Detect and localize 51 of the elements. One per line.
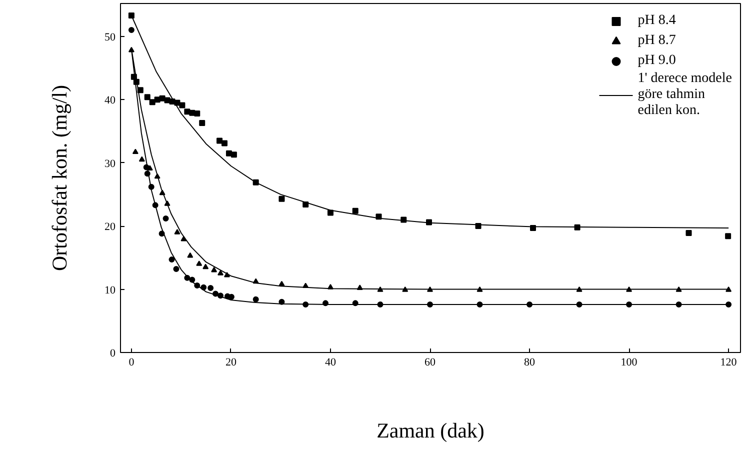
point — [726, 286, 732, 292]
point — [725, 233, 732, 240]
y-tick-label: 30 — [104, 158, 116, 170]
point — [162, 215, 169, 222]
point — [132, 148, 138, 154]
legend-label: pH 8.7 — [638, 32, 676, 50]
x-tick-label: 40 — [324, 356, 336, 368]
point — [208, 285, 214, 292]
point — [252, 296, 259, 302]
x-tick-label: 20 — [225, 356, 237, 368]
point — [278, 196, 285, 202]
legend-label: pH 8.4 — [638, 12, 676, 30]
point — [149, 99, 156, 106]
point — [173, 266, 180, 272]
point — [686, 230, 692, 236]
x-tick-label: 60 — [424, 356, 436, 368]
x-axis-title: Zaman (dak) — [376, 418, 484, 442]
point — [138, 156, 145, 162]
y-tick-label: 0 — [110, 348, 116, 360]
point — [159, 95, 166, 102]
point — [187, 252, 194, 258]
y-tick-label: 20 — [104, 221, 116, 234]
y-axis-title: Ortofosfat kon. (mg/l) — [48, 84, 72, 272]
point — [218, 270, 224, 276]
point — [352, 208, 358, 214]
point — [196, 260, 202, 266]
point — [128, 27, 134, 34]
point — [144, 94, 150, 100]
point — [211, 266, 218, 272]
x-tick-label: 0 — [128, 356, 135, 368]
x-tick-label: 80 — [524, 356, 536, 368]
legend-label: 1' derece modele göre tahmin edilen kon. — [638, 71, 732, 119]
point — [230, 152, 237, 158]
legend-label: pH 9.0 — [638, 52, 676, 70]
point — [221, 140, 228, 146]
point — [726, 301, 732, 308]
y-tick-label: 10 — [104, 284, 116, 296]
y-tick-label: 40 — [104, 94, 116, 107]
point — [216, 138, 223, 144]
x-tick-label: 100 — [620, 356, 638, 368]
point — [179, 102, 186, 108]
x-tick-label: 120 — [720, 356, 738, 368]
point — [168, 256, 175, 263]
point — [174, 228, 180, 234]
point — [128, 12, 134, 19]
point — [199, 120, 206, 126]
point — [202, 264, 209, 270]
y-tick-label: 50 — [104, 31, 116, 44]
point — [327, 210, 334, 216]
point — [224, 272, 230, 278]
point — [194, 110, 200, 117]
